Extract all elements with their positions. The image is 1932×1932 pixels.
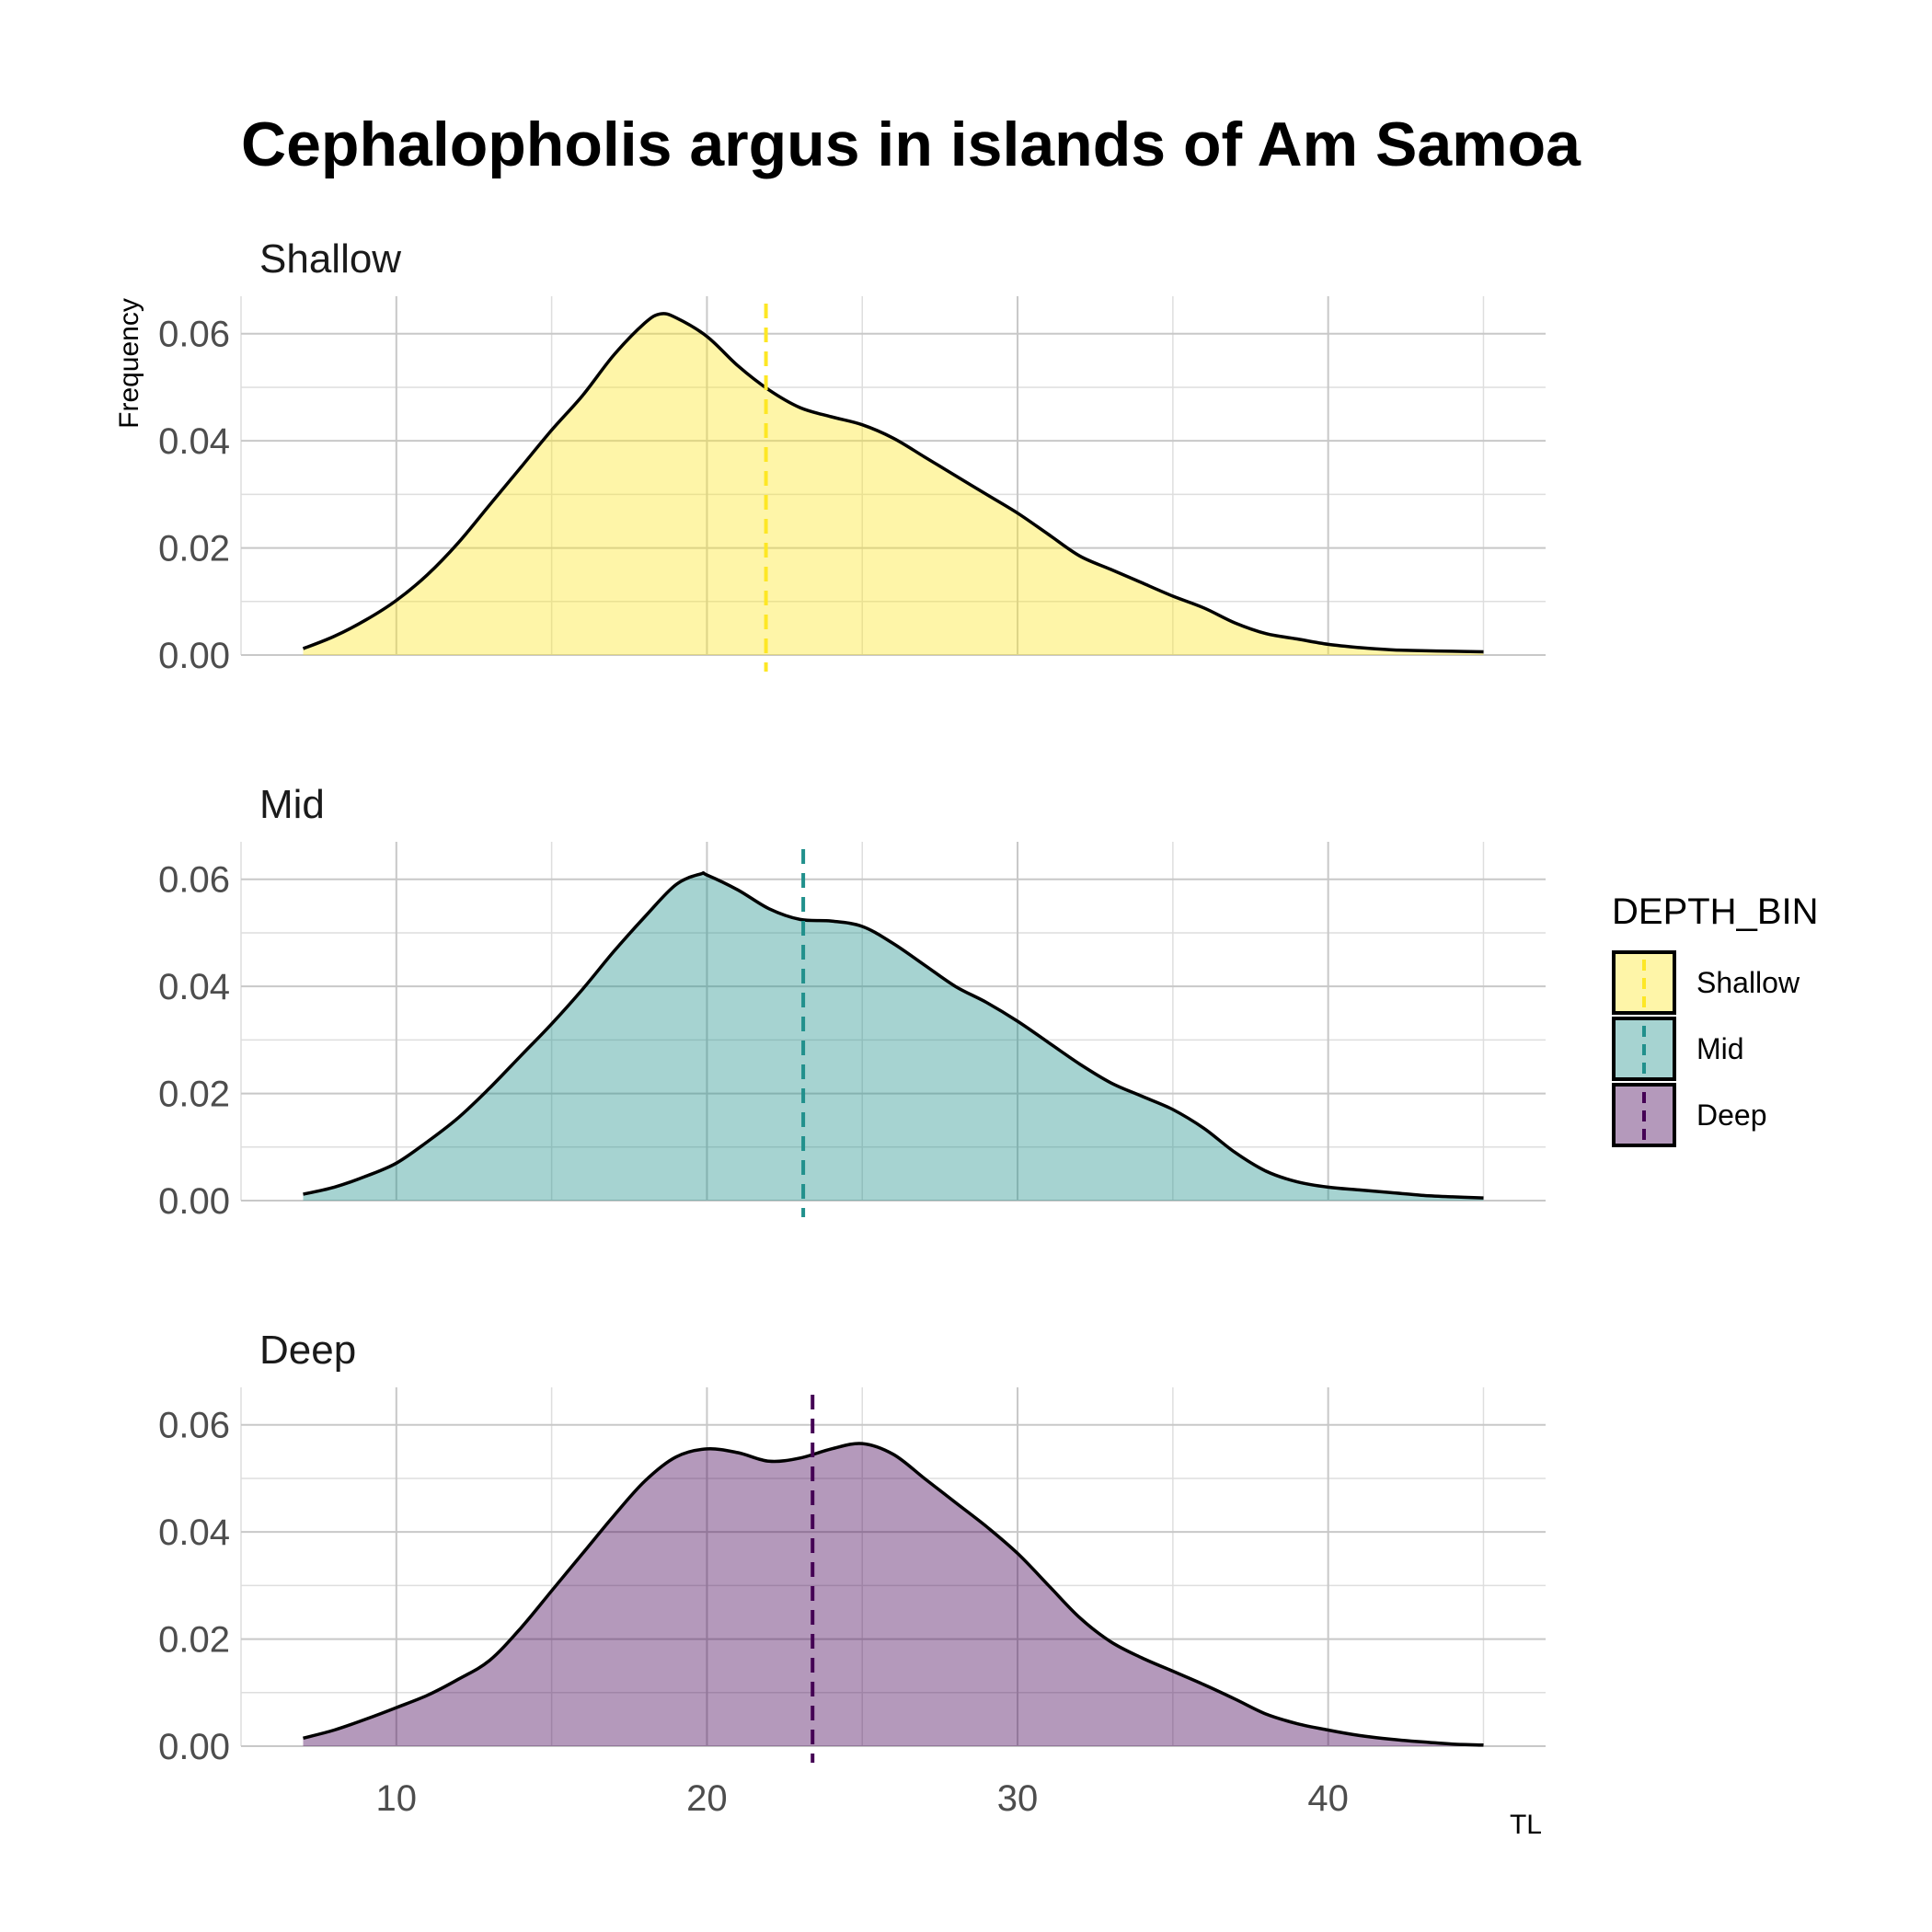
legend: DEPTH_BIN Shallow Mid Deep [1612, 891, 1819, 1147]
y-axis-title: Frequency [114, 298, 144, 429]
y-tick-label: 0.00 [158, 1181, 230, 1222]
legend-item-deep: Deep [1612, 1083, 1767, 1147]
facet-strip-label: Deep [259, 1328, 356, 1373]
legend-item-shallow: Shallow [1612, 950, 1800, 1015]
x-tick-label: 40 [1307, 1778, 1349, 1819]
facet-panel-deep: Deep 0.00 0.02 0.04 0.06 10 20 30 40 [158, 1328, 1546, 1819]
density-area-deep [303, 1443, 1484, 1746]
x-tick-label: 30 [997, 1778, 1039, 1819]
density-area-mid [303, 872, 1484, 1201]
density-line-mid [303, 871, 1484, 1200]
legend-item-mid: Mid [1612, 1017, 1744, 1081]
y-tick-label: 0.06 [158, 315, 230, 355]
legend-label: Shallow [1696, 966, 1800, 999]
x-axis-title: TL [1510, 1810, 1542, 1840]
facet-strip-label: Mid [259, 782, 325, 827]
y-tick-label: 0.04 [158, 421, 230, 462]
y-tick-label: 0.06 [158, 1406, 230, 1446]
facet-panel-mid: Mid 0.00 0.02 0.04 0.06 [158, 782, 1546, 1222]
y-tick-label: 0.02 [158, 529, 230, 569]
facet-panel-shallow: Shallow 0.00 0.02 0.04 0.06 [158, 236, 1546, 676]
density-area-shallow [303, 313, 1484, 655]
y-tick-label: 0.02 [158, 1620, 230, 1661]
density-line-shallow [302, 312, 1484, 654]
y-tick-label: 0.04 [158, 1512, 230, 1553]
y-tick-label: 0.06 [158, 860, 230, 901]
legend-label: Mid [1696, 1032, 1744, 1065]
chart-title: Cephalopholis argus in islands of Am Sam… [241, 109, 1581, 179]
legend-label: Deep [1696, 1098, 1767, 1132]
legend-title: DEPTH_BIN [1612, 891, 1819, 932]
x-tick-label: 20 [686, 1778, 728, 1819]
density-line-deep [303, 1442, 1484, 1747]
y-tick-label: 0.00 [158, 1727, 230, 1767]
facet-panels: Shallow 0.00 0.02 0.04 0.06 Mid 0.00 0.02 0.04 0.… [158, 236, 1546, 1819]
y-tick-label: 0.00 [158, 636, 230, 676]
x-tick-label: 10 [376, 1778, 418, 1819]
legend-keys: Shallow Mid Deep [1612, 950, 1800, 1147]
y-tick-label: 0.02 [158, 1075, 230, 1115]
facet-strip-label: Shallow [259, 236, 401, 282]
y-tick-label: 0.04 [158, 967, 230, 1007]
